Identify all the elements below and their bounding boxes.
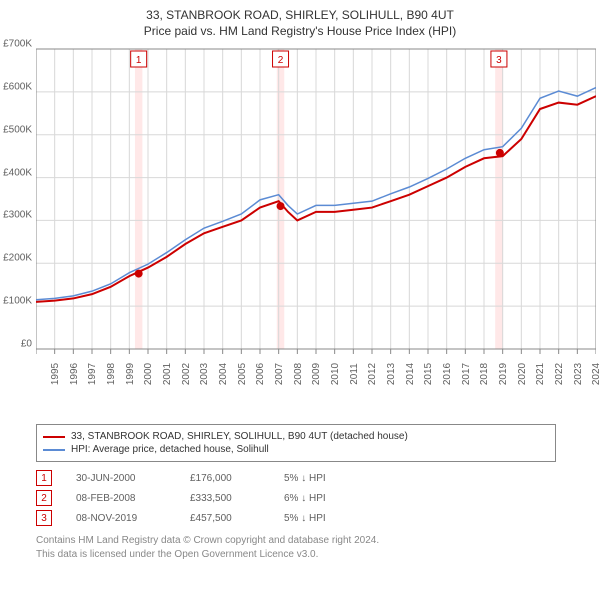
- y-tick-label: £500K: [3, 124, 32, 135]
- y-tick-label: £700K: [3, 39, 32, 50]
- titles: 33, STANBROOK ROAD, SHIRLEY, SOLIHULL, B…: [0, 0, 600, 40]
- legend: 33, STANBROOK ROAD, SHIRLEY, SOLIHULL, B…: [36, 424, 556, 462]
- legend-label: HPI: Average price, detached house, Soli…: [71, 444, 269, 455]
- event-row: 1 30-JUN-2000 £176,000 5% ↓ HPI: [36, 470, 564, 486]
- event-marker: 3: [36, 510, 52, 526]
- legend-swatch: [43, 449, 65, 451]
- event-price: £333,500: [190, 493, 260, 504]
- svg-text:3: 3: [496, 55, 502, 66]
- y-tick-label: £0: [21, 339, 32, 350]
- event-date: 30-JUN-2000: [76, 473, 166, 484]
- y-axis-labels: £0£100K£200K£300K£400K£500K£600K£700K: [0, 44, 34, 344]
- legend-row: 33, STANBROOK ROAD, SHIRLEY, SOLIHULL, B…: [43, 431, 549, 442]
- event-date: 08-FEB-2008: [76, 493, 166, 504]
- chart-area: £0£100K£200K£300K£400K£500K£600K£700K 12…: [36, 44, 596, 374]
- event-price: £457,500: [190, 513, 260, 524]
- event-hpi: 5% ↓ HPI: [284, 513, 374, 524]
- title-subtitle: Price paid vs. HM Land Registry's House …: [0, 24, 600, 38]
- chart-container: 33, STANBROOK ROAD, SHIRLEY, SOLIHULL, B…: [0, 0, 600, 561]
- svg-text:2: 2: [278, 55, 284, 66]
- plot-svg: 1 2 3: [36, 44, 596, 374]
- event-hpi: 5% ↓ HPI: [284, 473, 374, 484]
- y-tick-label: £200K: [3, 253, 32, 264]
- legend-swatch: [43, 436, 65, 438]
- event-marker: 1: [36, 470, 52, 486]
- x-tick-label: 2025: [596, 363, 600, 385]
- events-table: 1 30-JUN-2000 £176,000 5% ↓ HPI 2 08-FEB…: [36, 470, 564, 526]
- footer-line: Contains HM Land Registry data © Crown c…: [36, 534, 564, 548]
- event-price: £176,000: [190, 473, 260, 484]
- footer: Contains HM Land Registry data © Crown c…: [36, 534, 564, 561]
- legend-label: 33, STANBROOK ROAD, SHIRLEY, SOLIHULL, B…: [71, 431, 408, 442]
- y-tick-label: £300K: [3, 210, 32, 221]
- svg-text:1: 1: [136, 55, 142, 66]
- y-tick-label: £100K: [3, 296, 32, 307]
- x-axis-row: 1995199619971998199920002001200220032004…: [36, 374, 596, 418]
- x-axis-labels: 1995199619971998199920002001200220032004…: [36, 374, 596, 414]
- footer-line: This data is licensed under the Open Gov…: [36, 548, 564, 562]
- legend-row: HPI: Average price, detached house, Soli…: [43, 444, 549, 455]
- title-address: 33, STANBROOK ROAD, SHIRLEY, SOLIHULL, B…: [0, 8, 600, 22]
- event-row: 3 08-NOV-2019 £457,500 5% ↓ HPI: [36, 510, 564, 526]
- y-tick-label: £400K: [3, 167, 32, 178]
- event-row: 2 08-FEB-2008 £333,500 6% ↓ HPI: [36, 490, 564, 506]
- event-date: 08-NOV-2019: [76, 513, 166, 524]
- event-marker: 2: [36, 490, 52, 506]
- event-hpi: 6% ↓ HPI: [284, 493, 374, 504]
- y-tick-label: £600K: [3, 81, 32, 92]
